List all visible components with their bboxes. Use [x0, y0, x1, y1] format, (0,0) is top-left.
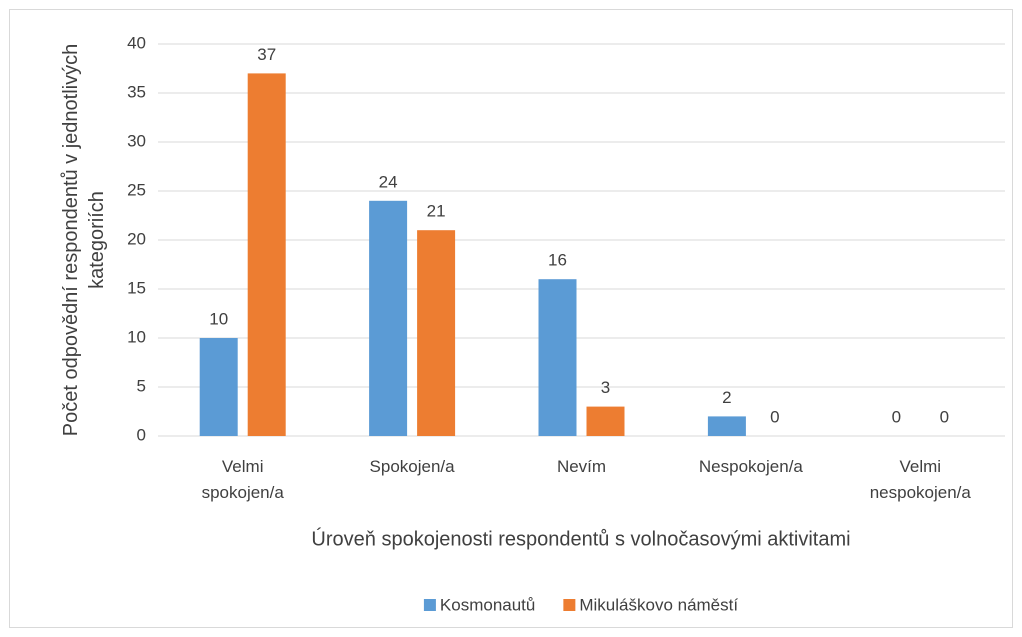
chart-border: [9, 9, 1013, 628]
y-tick-label: 40: [127, 33, 146, 52]
data-label: 21: [427, 202, 446, 221]
y-tick-label: 20: [127, 229, 146, 248]
data-label: 3: [601, 378, 610, 397]
bar: [586, 406, 625, 436]
legend-label: Kosmonautů: [440, 595, 535, 614]
legend-swatch: [423, 599, 436, 611]
bar: [417, 230, 456, 436]
bar: [247, 73, 286, 437]
bar: [199, 338, 238, 436]
x-tick-label: Nevím: [557, 457, 606, 476]
data-label: 37: [257, 45, 276, 64]
bar: [369, 200, 408, 436]
data-label: 24: [379, 172, 398, 191]
data-label: 16: [548, 251, 567, 270]
y-tick-label: 25: [127, 180, 146, 199]
x-axis-title: Úroveň spokojenosti respondentů s volnoč…: [311, 527, 850, 550]
data-label: 0: [940, 407, 949, 426]
y-tick-label: 15: [127, 278, 146, 297]
legend: Kosmonautů Mikuláškovo náměstí: [423, 595, 738, 614]
data-label: 0: [892, 407, 901, 426]
y-tick-label: 5: [137, 376, 146, 395]
bar: [707, 416, 746, 436]
x-tick-label: Spokojen/a: [370, 457, 456, 476]
y-tick-label: 30: [127, 131, 146, 150]
legend-swatch: [563, 599, 576, 611]
y-tick-label: 10: [127, 327, 146, 346]
bar: [538, 279, 577, 436]
x-tick-label: Velmi spokojen/a: [202, 457, 285, 502]
data-label: 2: [722, 388, 731, 407]
data-label: 10: [209, 309, 228, 328]
y-axis-title: Počet odpovědní respondentů v jednotlivý…: [60, 44, 108, 437]
y-tick-label: 0: [137, 425, 146, 444]
data-label: 0: [770, 407, 779, 426]
y-tick-label: 35: [127, 82, 146, 101]
legend-label: Mikuláškovo náměstí: [579, 595, 738, 614]
x-tick-label: Velmi nespokojen/a: [870, 457, 972, 502]
x-tick-label: Nespokojen/a: [699, 457, 804, 476]
